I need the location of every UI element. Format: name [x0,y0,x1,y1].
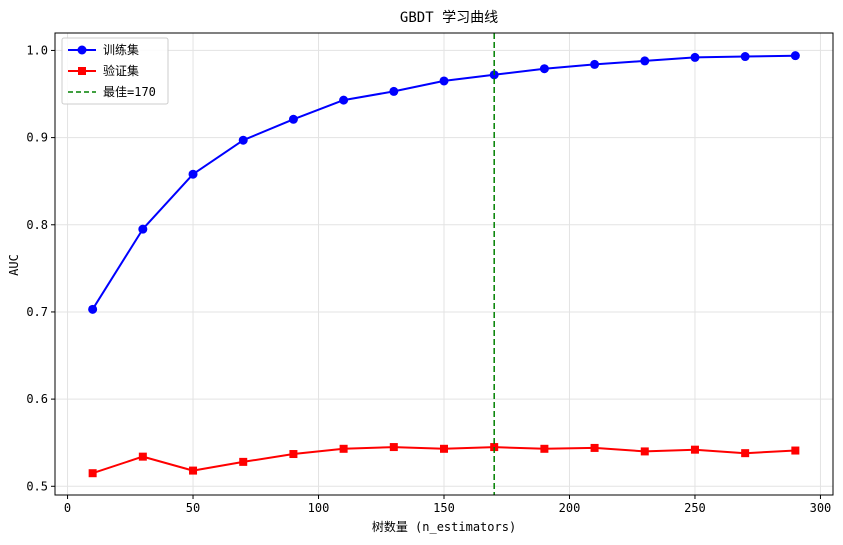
validation-point [791,446,800,455]
y-tick-label: 0.5 [26,479,48,493]
chart-title: GBDT 学习曲线 [400,10,498,26]
x-tick-label: 100 [308,501,330,515]
train-point [339,95,349,105]
validation-point [239,457,248,466]
validation-point [590,443,599,452]
validation-point [741,449,750,458]
x-tick-label: 150 [433,501,455,515]
legend-label-best: 最佳=170 [103,85,156,99]
legend-frame [61,37,169,105]
train-point [740,52,750,62]
legend-label-validation: 验证集 [103,63,139,78]
y-tick-label: 0.7 [26,305,48,319]
train-point [138,224,148,234]
series-layer [88,33,800,495]
x-axis-title: 树数量 (n_estimators) [372,519,516,534]
train-point [188,169,198,179]
legend-marker-train [77,45,87,55]
train-point [640,56,650,66]
y-tick-label: 0.9 [26,131,48,145]
legend: 训练集 验证集 最佳=170 [61,37,169,105]
validation-point [440,444,448,453]
train-point [238,135,248,145]
validation-point [540,444,549,453]
validation-point [189,466,198,475]
train-point [690,52,700,62]
legend-label-train: 训练集 [103,42,139,57]
validation-point [289,450,298,459]
ticks: 0 50 100 150 200 250 300 0.5 0.6 0.7 0.8 0.9 1.0 [26,43,831,515]
validation-point [138,452,147,461]
train-point [389,86,399,96]
train-point [539,64,549,74]
validation-point [88,469,97,478]
y-tick-label: 0.6 [26,392,48,406]
train-point [288,114,298,124]
train-point [790,51,800,61]
validation-point [339,444,348,453]
train-point [88,304,98,314]
train-point [439,76,449,86]
x-tick-label: 0 [64,501,71,515]
x-tick-label: 300 [810,501,832,515]
validation-point [389,443,398,452]
validation-point [690,445,699,454]
x-tick-label: 50 [186,501,200,515]
x-tick-label: 250 [684,501,706,515]
train-point [590,59,600,69]
y-tick-label: 1.0 [26,43,48,57]
validation-point [640,447,649,456]
legend-marker-validation [78,67,86,75]
x-tick-label: 200 [559,501,581,515]
y-axis-title: AUC [7,254,21,276]
y-tick-label: 0.8 [26,218,48,232]
